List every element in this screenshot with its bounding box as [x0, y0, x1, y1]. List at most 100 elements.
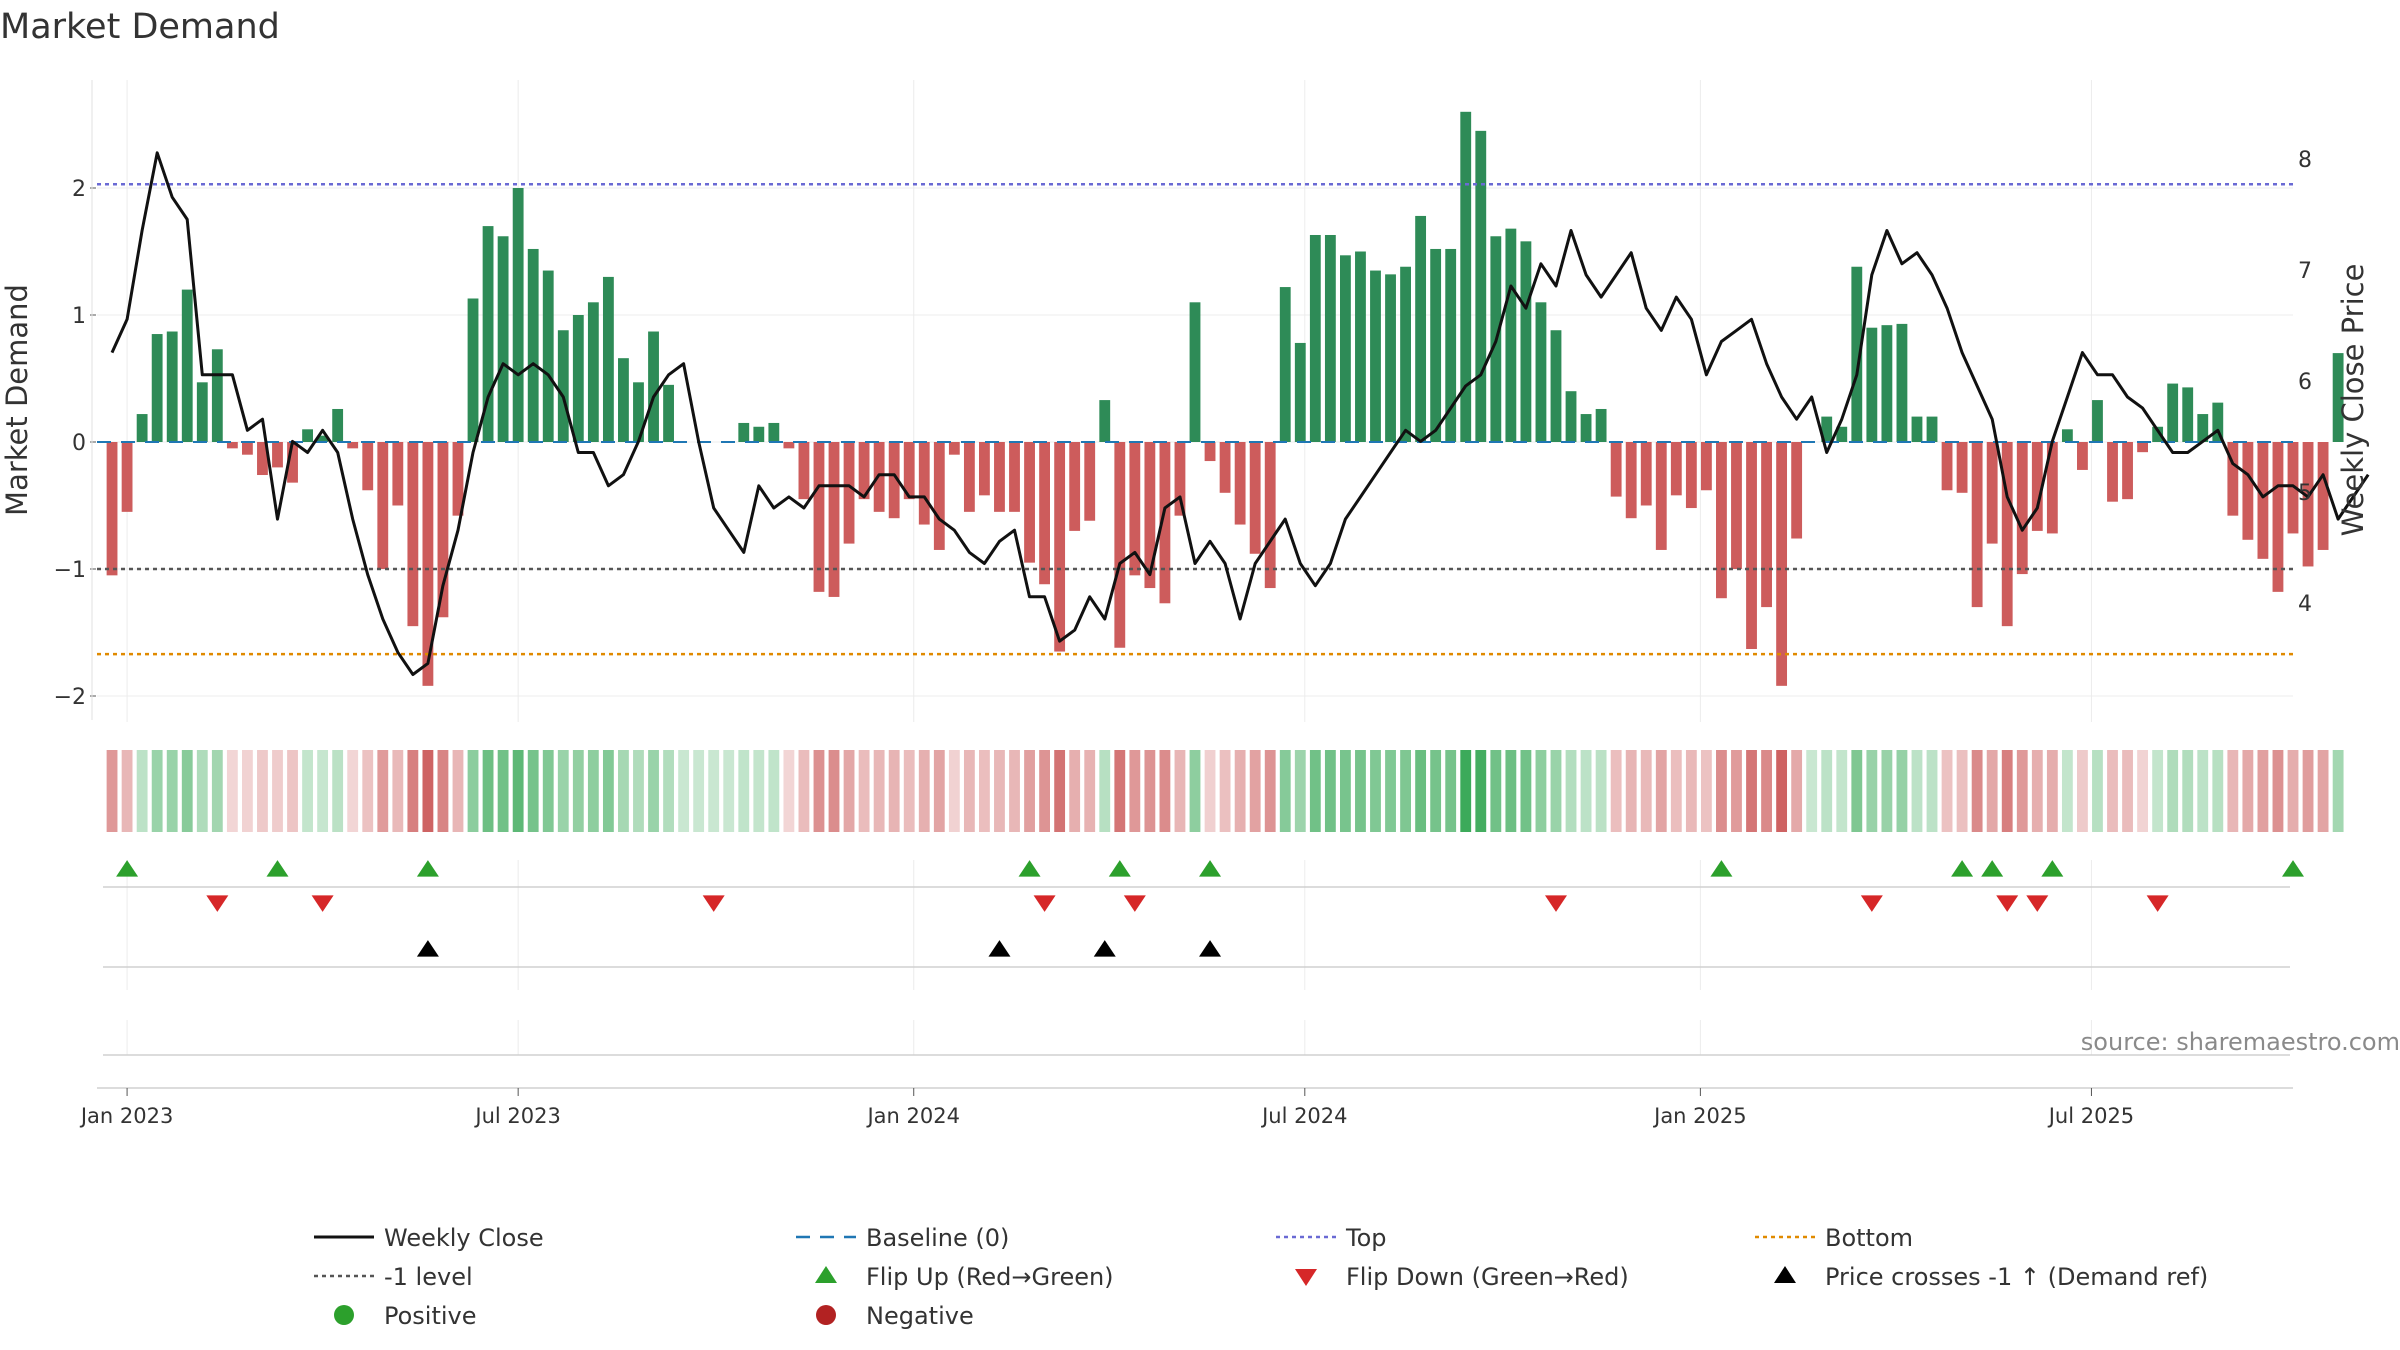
heat-cell — [843, 750, 855, 832]
heat-cell — [2302, 750, 2314, 832]
heat-cell — [1324, 750, 1336, 832]
x-tick-label: Jan 2023 — [79, 1104, 174, 1128]
demand-bar — [1836, 426, 1848, 442]
demand-bar — [512, 188, 524, 442]
flip-down-marker — [1123, 895, 1146, 912]
heat-cell — [527, 750, 539, 832]
x-tick-label: Jan 2025 — [1652, 1104, 1747, 1128]
demand-bar — [106, 442, 118, 576]
legend-swatch — [815, 1266, 837, 1283]
heat-cell — [347, 750, 359, 832]
heat-cell — [2061, 750, 2073, 832]
demand-bar — [768, 422, 780, 442]
demand-bar — [648, 331, 659, 442]
demand-bar — [1324, 234, 1336, 442]
heat-cell — [633, 750, 644, 832]
heat-cell — [602, 750, 614, 832]
heat-cell — [1219, 750, 1231, 832]
demand-bar — [828, 442, 840, 597]
heat-cell — [963, 750, 975, 832]
heat-cell — [783, 750, 795, 832]
x-tick-label: Jul 2024 — [1260, 1104, 1347, 1128]
heat-cell — [948, 750, 960, 832]
demand-bar — [2077, 442, 2088, 470]
heat-cell — [1294, 750, 1306, 832]
demand-bar — [151, 334, 163, 442]
heat-cell — [2242, 750, 2254, 832]
heat-cell — [557, 750, 569, 832]
heat-cell — [1716, 750, 1727, 832]
heat-cell — [1159, 750, 1171, 832]
heat-cell — [723, 750, 735, 832]
heat-cell — [1640, 750, 1652, 832]
demand-bar — [813, 442, 825, 592]
demand-bar — [1776, 442, 1788, 686]
y2-tick-label: 4 — [2298, 592, 2312, 617]
heat-cell — [648, 750, 659, 832]
demand-bar — [1911, 416, 1923, 442]
demand-bar — [1716, 442, 1727, 599]
demand-bar — [2046, 442, 2058, 534]
demand-bar — [1595, 408, 1607, 442]
flip-up-marker — [116, 860, 139, 877]
demand-bar — [798, 442, 810, 500]
heat-cell — [1851, 750, 1863, 832]
flip-down-marker — [311, 895, 334, 912]
demand-bar — [948, 442, 960, 455]
heat-cell — [663, 750, 674, 832]
demand-bar — [1144, 442, 1156, 589]
heat-cell — [1385, 750, 1396, 832]
legend-item: Flip Up (Red→Green) — [815, 1263, 1114, 1291]
demand-bar — [843, 442, 855, 544]
heat-cell — [1264, 750, 1276, 832]
heat-cell — [1535, 750, 1547, 832]
heat-cell — [2332, 750, 2344, 832]
heat-cell — [257, 750, 268, 832]
heat-cell — [828, 750, 840, 832]
heat-cell — [497, 750, 509, 832]
heat-cell — [903, 750, 915, 832]
demand-bar — [392, 442, 404, 506]
legend-label: Bottom — [1825, 1224, 1913, 1252]
heat-cell — [1114, 750, 1126, 832]
source-label: source: sharemaestro.com — [2081, 1028, 2400, 1056]
heat-cell — [272, 750, 283, 832]
weekly-close-polyline — [110, 151, 2370, 676]
flip-up-marker — [266, 860, 289, 877]
heat-cell — [2197, 750, 2209, 832]
heat-cell — [1610, 750, 1622, 832]
legend-label: Positive — [384, 1302, 477, 1330]
demand-bar — [2227, 442, 2239, 516]
legend-item: Positive — [334, 1302, 477, 1330]
demand-bar — [1264, 442, 1276, 589]
demand-bar — [587, 302, 599, 442]
heat-cell — [1836, 750, 1848, 832]
heat-cell — [1129, 750, 1141, 832]
heat-cell — [2077, 750, 2088, 832]
demand-bar — [527, 248, 539, 442]
demand-bar — [858, 442, 870, 500]
demand-bar — [963, 442, 975, 512]
heat-cell — [362, 750, 374, 832]
heat-cell — [1445, 750, 1457, 832]
heat-cell — [1144, 750, 1156, 832]
demand-bar — [557, 330, 569, 442]
heat-cell — [1054, 750, 1066, 832]
demand-bar — [1445, 248, 1457, 442]
heat-cell — [542, 750, 554, 832]
heat-cell — [2212, 750, 2224, 832]
heat-cell — [181, 750, 193, 832]
demand-bar — [1159, 442, 1171, 604]
heat-cell — [1189, 750, 1201, 832]
flip-down-marker — [2026, 895, 2049, 912]
demand-bar — [1279, 287, 1291, 442]
demand-bar — [1099, 400, 1111, 442]
demand-bar — [1054, 442, 1066, 652]
demand-bar — [1851, 266, 1863, 442]
heat-cell — [1039, 750, 1050, 832]
demand-bar — [2332, 353, 2344, 442]
heat-cell — [1670, 750, 1682, 832]
demand-bar — [272, 442, 283, 468]
heat-cell — [196, 750, 208, 832]
demand-bar — [347, 442, 359, 449]
